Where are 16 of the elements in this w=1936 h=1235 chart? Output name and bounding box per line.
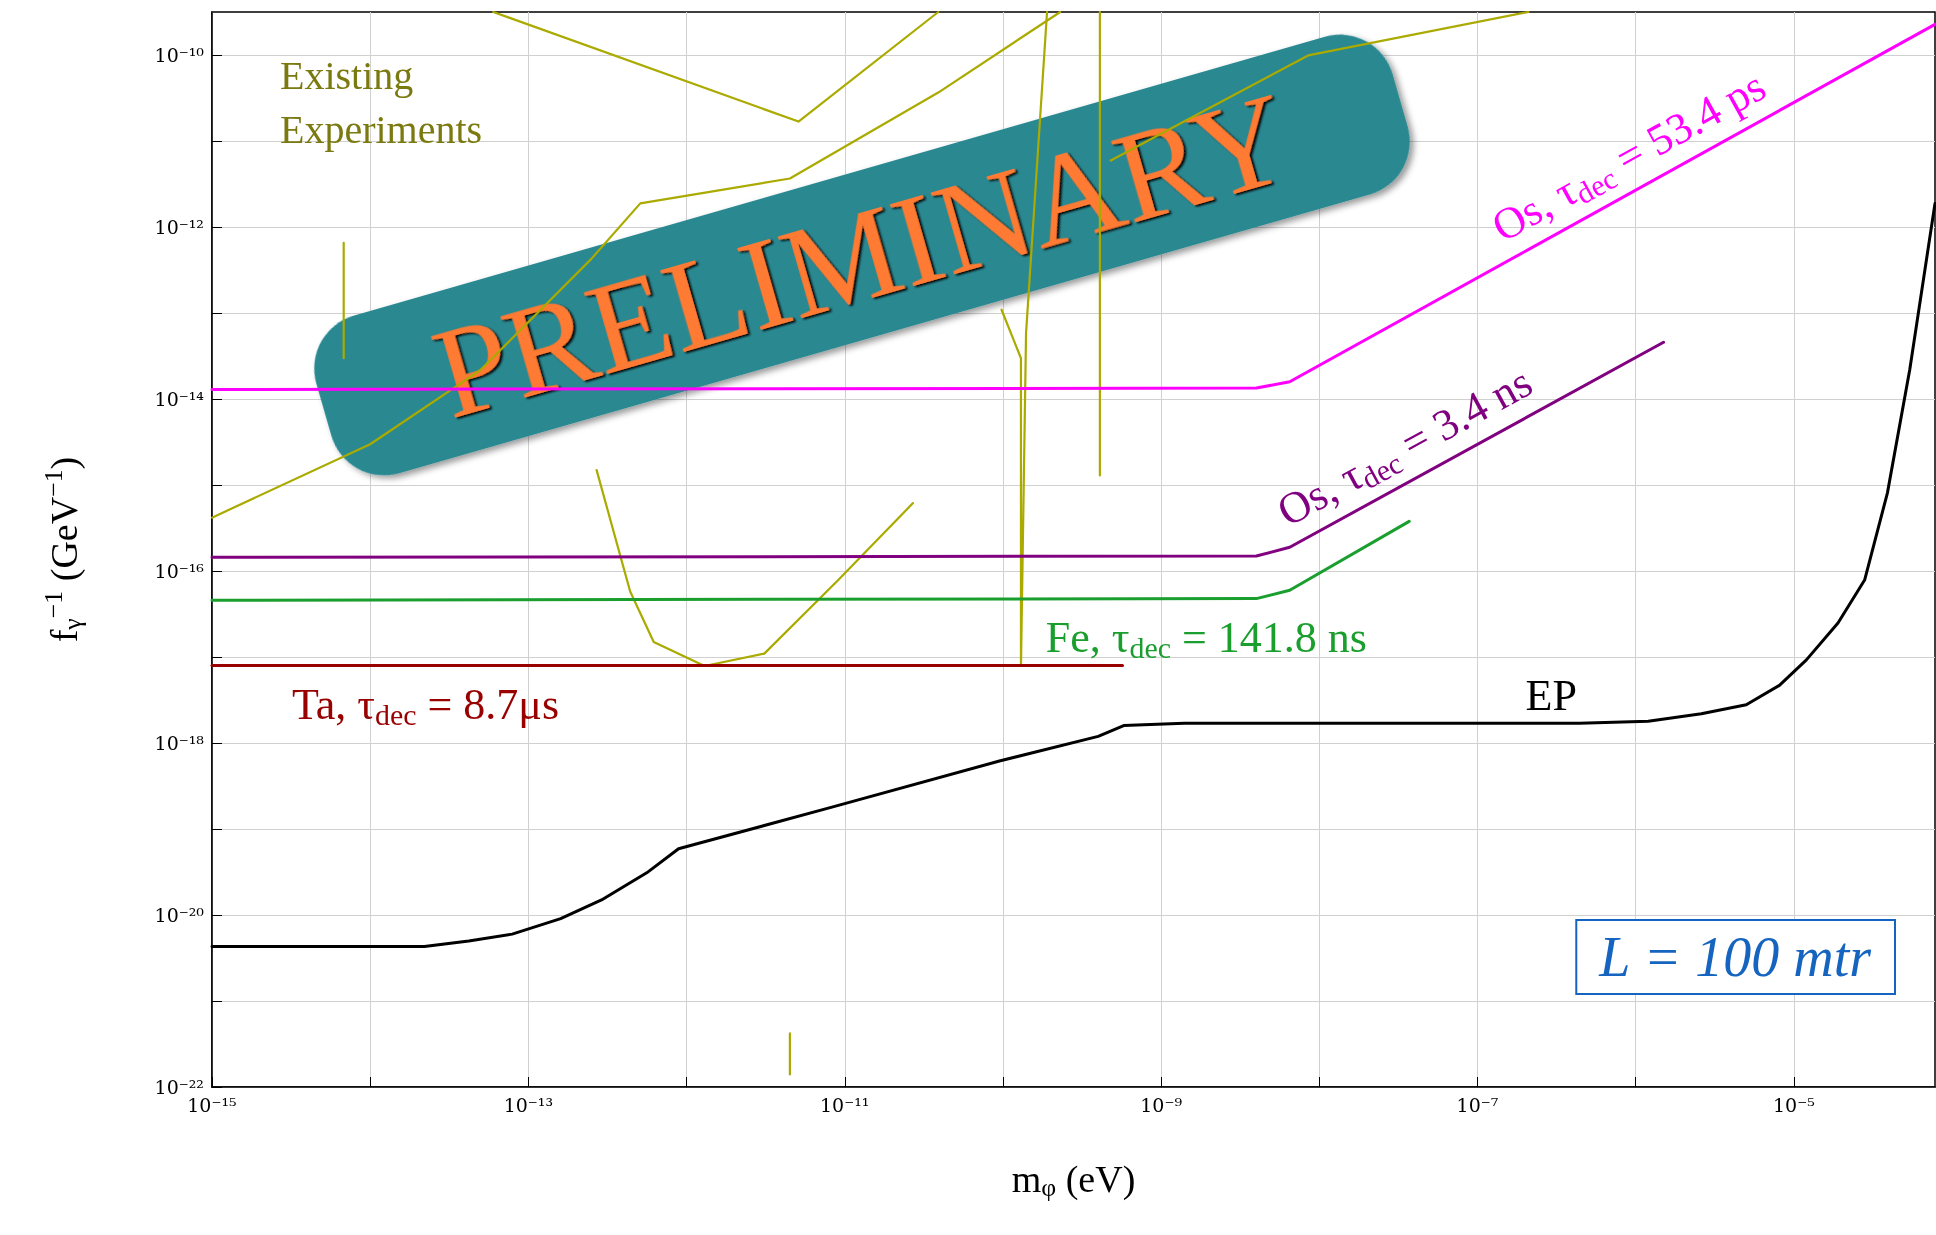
y-tick-label: 10⁻¹⁰ [154, 44, 205, 67]
y-tick-label: 10⁻¹⁴ [154, 388, 205, 411]
x-tick-label: 10⁻¹¹ [820, 1093, 870, 1116]
y-tick-label: 10⁻¹⁸ [154, 732, 205, 755]
series-label: EP [1525, 670, 1577, 720]
y-tick-label: 10⁻²⁰ [154, 904, 205, 927]
text: Os, τdec = 3.4 ns [1269, 357, 1541, 536]
y-axis-title: fγ−1 (GeV−1) [38, 456, 87, 643]
x-tick-label: 10⁻⁵ [1772, 1093, 1815, 1116]
text: Os, τdec = 53.4 ps [1483, 61, 1774, 252]
y-tick-label: 10⁻¹⁶ [154, 560, 205, 583]
y-tick-label: 10⁻¹² [154, 216, 204, 239]
x-tick-label: 10⁻¹³ [503, 1093, 554, 1116]
annotation: L = 100 mtr [1598, 926, 1872, 988]
x-tick-label: 10⁻⁷ [1456, 1093, 1499, 1116]
x-tick-label: 10⁻⁹ [1140, 1093, 1183, 1116]
